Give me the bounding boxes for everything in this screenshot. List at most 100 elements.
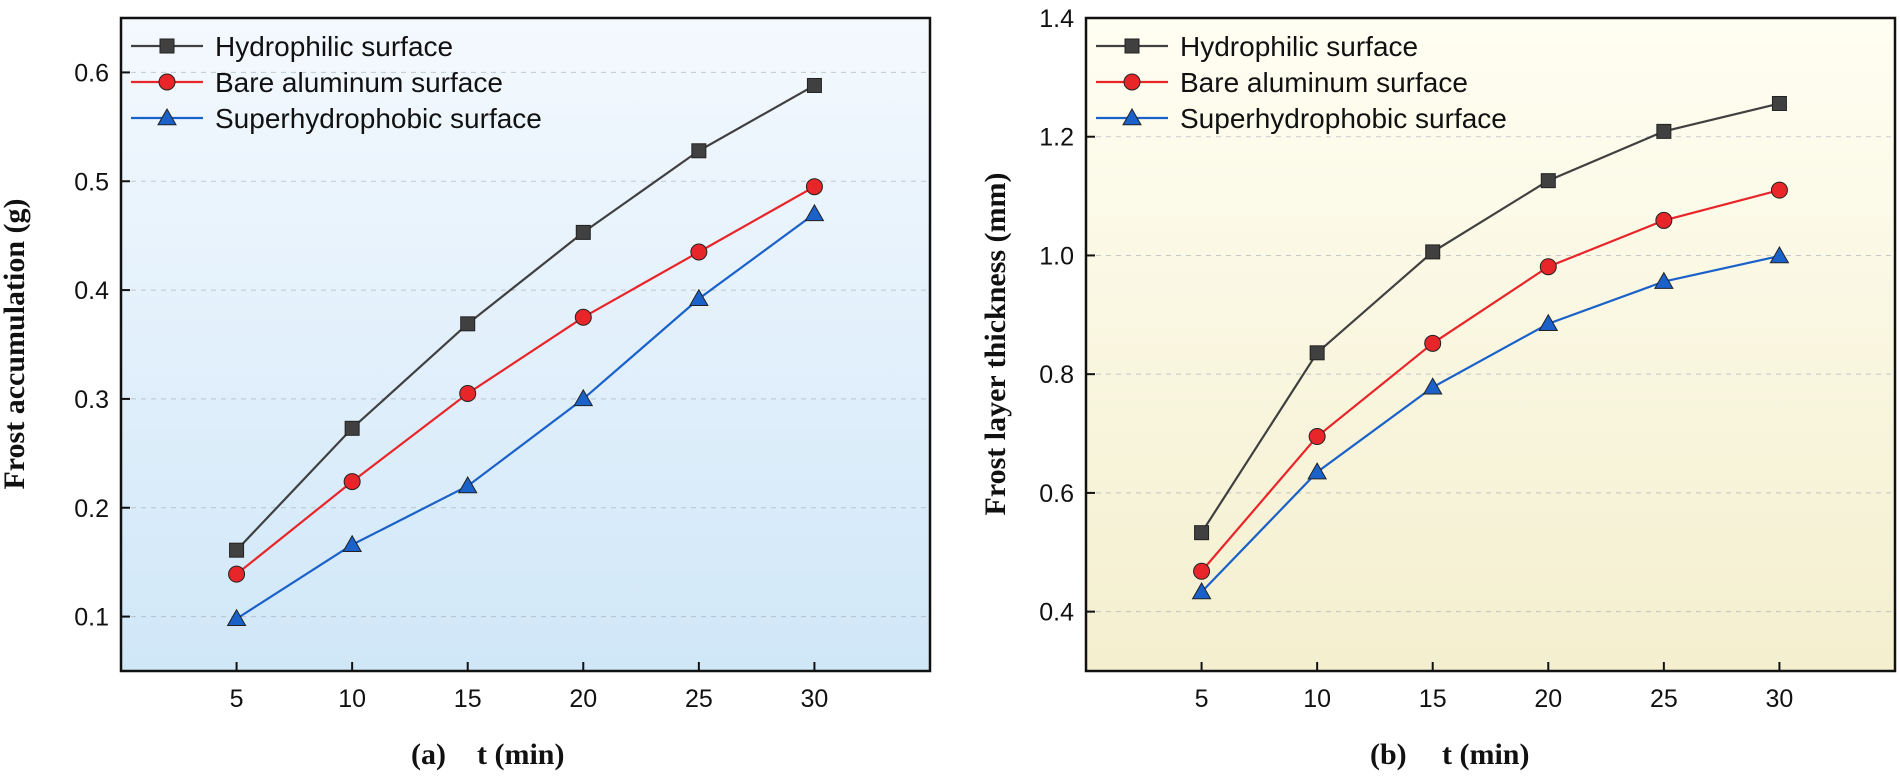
legend-marker-bare <box>158 73 176 91</box>
plot-area-b <box>1086 18 1895 671</box>
data-point-hydrophilic <box>344 420 360 436</box>
legend-label-bare: Bare aluminum surface <box>215 67 503 98</box>
data-point-bare <box>1308 428 1326 446</box>
x-tick-label: 5 <box>230 685 244 713</box>
legend-label-superhydrophobic: Superhydrophobic surface <box>1180 103 1507 134</box>
data-point-superhydrophobic <box>226 608 247 627</box>
grid-a <box>121 71 930 618</box>
data-point-superhydrophobic <box>1307 462 1328 480</box>
legend-label-superhydrophobic: Superhydrophobic surface <box>215 103 542 134</box>
data-point-bare <box>1539 258 1557 276</box>
panel-label-a: (a) <box>411 738 446 771</box>
series-a <box>226 77 825 627</box>
data-point-bare <box>459 384 477 402</box>
x-axis-ticks-a: 5 10 15 20 25 30 <box>230 662 829 713</box>
data-point-superhydrophobic <box>573 388 594 407</box>
y-tick-label: 0.8 <box>1039 361 1074 389</box>
y-axis-ticks-b: 0.4 0.6 0.8 1.0 1.2 1.4 <box>1039 5 1095 627</box>
y-tick-label: 0.6 <box>74 59 109 87</box>
legend-marker-hydrophilic <box>1124 38 1140 54</box>
x-tick-label: 25 <box>1650 685 1678 713</box>
y-tick-label: 1.0 <box>1039 242 1074 270</box>
x-tick-label: 30 <box>801 685 829 713</box>
x-tick-label: 15 <box>454 685 482 713</box>
panel-label-b: (b) <box>1370 738 1407 771</box>
x-tick-label: 20 <box>569 685 597 713</box>
y-axis-ticks-a: 0.1 0.2 0.3 0.4 0.5 0.6 <box>74 59 130 632</box>
legend-label-hydrophilic: Hydrophilic surface <box>215 31 453 62</box>
x-tick-label: 30 <box>1766 685 1794 713</box>
data-point-superhydrophobic <box>688 288 709 307</box>
x-tick-label: 10 <box>338 685 366 713</box>
data-point-bare <box>574 308 592 326</box>
x-tick-label: 20 <box>1534 685 1562 713</box>
plot-frame-b <box>1084 16 1897 673</box>
x-tick-label: 15 <box>1419 685 1447 713</box>
legend-marker-bare <box>1123 73 1141 91</box>
grid-b <box>1086 136 1895 613</box>
data-point-bare <box>805 178 823 196</box>
data-point-hydrophilic <box>1656 123 1672 139</box>
y-tick-label: 0.5 <box>74 168 109 196</box>
y-tick-label: 0.6 <box>1039 480 1074 508</box>
data-point-bare <box>228 565 246 583</box>
legend-marker-hydrophilic <box>159 38 175 54</box>
data-point-hydrophilic <box>229 542 245 558</box>
series-line-bare <box>235 185 815 575</box>
data-point-hydrophilic <box>1309 345 1325 361</box>
data-point-superhydrophobic <box>457 475 478 494</box>
y-tick-label: 0.4 <box>1039 599 1074 627</box>
legend-b: Hydrophilic surface Bare aluminum surface… <box>1096 31 1507 134</box>
x-tick-label: 10 <box>1303 685 1331 713</box>
y-tick-label: 1.2 <box>1039 124 1074 152</box>
x-axis-label-b: t (min) <box>1442 738 1529 771</box>
y-tick-label: 1.4 <box>1039 5 1074 33</box>
x-tick-label: 25 <box>685 685 713 713</box>
legend-a: Hydrophilic surface Bare aluminum surface… <box>131 31 542 134</box>
legend-label-bare: Bare aluminum surface <box>1180 67 1468 98</box>
data-point-hydrophilic <box>1771 95 1787 111</box>
y-tick-label: 0.3 <box>74 386 109 414</box>
y-tick-label: 0.4 <box>74 277 109 305</box>
data-point-hydrophilic <box>1194 525 1210 541</box>
x-tick-label: 5 <box>1195 685 1209 713</box>
data-point-superhydrophobic <box>342 534 363 553</box>
chart-panel-b: 5 10 15 20 25 30 0.4 0.6 0.8 1.0 1.2 1.4 Hydrophil… <box>979 5 1897 771</box>
series-line-superhydrophobic <box>235 213 816 620</box>
data-point-hydrophilic <box>806 77 822 93</box>
series-b <box>1191 95 1790 600</box>
legend-marker-superhydrophobic <box>1122 107 1142 126</box>
data-point-hydrophilic <box>1425 244 1441 260</box>
data-point-bare <box>343 473 361 491</box>
x-axis-ticks-b: 5 10 15 20 25 30 <box>1195 662 1794 713</box>
legend-label-hydrophilic: Hydrophilic surface <box>1180 31 1418 62</box>
data-point-bare <box>1193 562 1211 580</box>
data-point-bare <box>1770 181 1788 199</box>
chart-panel-a: 5 10 15 20 25 30 0.1 0.2 0.3 0.4 0.5 0.6 Hydrophil… <box>0 16 932 771</box>
data-point-bare <box>1655 211 1673 229</box>
x-axis-label-a: t (min) <box>477 738 564 771</box>
data-point-superhydrophobic <box>1769 246 1790 264</box>
series-line-hydrophilic <box>235 84 815 551</box>
data-point-hydrophilic <box>691 143 707 159</box>
series-line-superhydrophobic <box>1200 254 1780 593</box>
y-axis-label-b: Frost layer thickness (mm) <box>979 172 1012 515</box>
y-tick-label: 0.1 <box>74 604 109 632</box>
data-point-bare <box>690 243 708 261</box>
plot-frame-a <box>119 16 932 673</box>
data-point-superhydrophobic <box>1653 271 1674 289</box>
plot-area-a <box>121 18 930 671</box>
series-line-bare <box>1200 189 1780 572</box>
data-point-hydrophilic <box>1540 173 1556 189</box>
data-point-hydrophilic <box>460 316 476 332</box>
data-point-bare <box>1424 334 1442 352</box>
y-tick-label: 0.2 <box>74 495 109 523</box>
legend-marker-superhydrophobic <box>157 107 177 126</box>
data-point-superhydrophobic <box>1191 582 1212 600</box>
data-point-hydrophilic <box>575 224 591 240</box>
data-point-superhydrophobic <box>804 203 825 222</box>
y-axis-label-a: Frost accumulation (g) <box>0 198 31 489</box>
data-point-superhydrophobic <box>1422 377 1443 395</box>
data-point-superhydrophobic <box>1538 313 1559 331</box>
